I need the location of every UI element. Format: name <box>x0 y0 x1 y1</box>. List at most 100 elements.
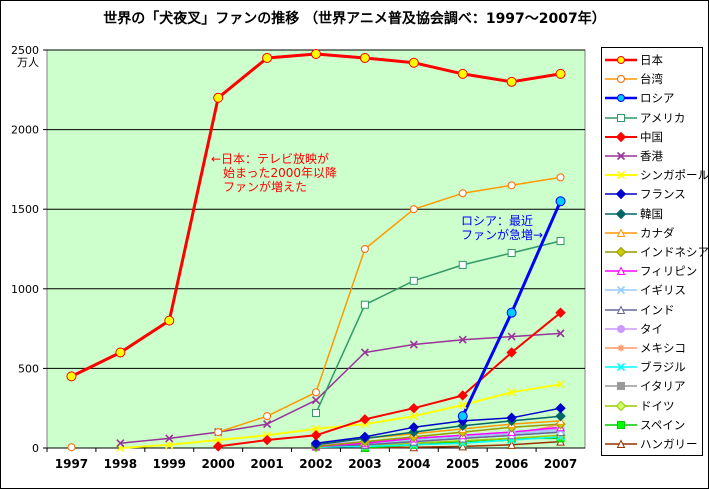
data-point <box>616 266 626 276</box>
data-point <box>116 439 125 448</box>
legend-label: シンガポール <box>640 168 709 183</box>
legend-item: 中国 <box>602 128 702 147</box>
data-point <box>360 300 369 309</box>
data-point <box>165 440 174 449</box>
legend-item: タイ <box>602 320 702 339</box>
data-point <box>507 181 516 190</box>
legend-swatch <box>605 246 637 258</box>
data-point <box>458 400 467 410</box>
data-point <box>506 76 517 87</box>
series-line <box>218 311 562 448</box>
data-point <box>457 411 468 422</box>
series-line <box>217 176 561 433</box>
data-point <box>360 348 369 357</box>
data-point <box>507 332 516 341</box>
data-point <box>311 396 321 405</box>
data-point <box>261 434 273 446</box>
legend-swatch <box>605 208 637 219</box>
legend-item: インド <box>602 301 702 320</box>
data-point <box>615 246 627 258</box>
data-point <box>617 382 625 391</box>
legend-swatch <box>605 113 637 122</box>
data-point <box>617 420 625 429</box>
series-line <box>315 240 561 414</box>
x-tick-label: 1997 <box>55 457 88 471</box>
data-point <box>555 68 566 79</box>
data-point <box>409 205 418 214</box>
data-point <box>615 189 627 200</box>
data-point <box>615 400 627 411</box>
x-tick-label: 2000 <box>201 457 234 471</box>
legend-label: アメリカ <box>640 110 686 125</box>
series-line <box>120 332 561 444</box>
data-point <box>458 189 467 198</box>
legend-label: フランス <box>640 187 686 202</box>
data-point <box>311 424 321 433</box>
data-point <box>507 440 516 449</box>
legend-swatch <box>605 56 637 64</box>
data-point <box>506 412 517 423</box>
legend-item: ドイツ <box>602 397 702 416</box>
data-point <box>312 408 320 417</box>
legend-label: ロシア <box>640 91 675 106</box>
legend-item: 香港 <box>602 147 702 166</box>
legend-label: メキシコ <box>640 341 686 355</box>
legend-item: イギリス <box>602 281 702 300</box>
legend-item: アメリカ <box>602 109 702 128</box>
x-tick-label: 2002 <box>299 457 332 471</box>
legend-swatch <box>605 420 637 429</box>
legend-item: スペイン <box>602 416 702 435</box>
legend-swatch <box>605 286 637 295</box>
y-tick-label: 1000 <box>11 283 39 296</box>
series-line <box>315 423 561 448</box>
data-point <box>555 307 566 318</box>
legend-label: スペイン <box>640 417 686 432</box>
legend-label: フィリピン <box>640 264 698 279</box>
data-point <box>214 428 223 437</box>
data-point <box>359 414 371 425</box>
data-point <box>263 412 272 421</box>
data-point <box>359 431 371 443</box>
data-point <box>164 315 175 326</box>
data-point <box>555 196 566 207</box>
legend-item: フィリピン <box>602 262 702 281</box>
data-point <box>409 276 418 285</box>
annotation-japan: ←日本：テレビ放映が 始まった2000年以降 ファンが増えた <box>211 152 338 194</box>
legend-item: 韓国 <box>602 205 702 224</box>
data-point <box>67 443 76 452</box>
x-tick-label: 1999 <box>153 457 186 471</box>
data-point <box>213 92 224 103</box>
legend-swatch <box>605 228 637 237</box>
data-point <box>556 380 565 389</box>
legend-label: インド <box>640 302 675 317</box>
data-point <box>409 412 418 421</box>
chart-title: 世界の「犬夜叉」ファンの推移 （世界アニメ普及協会調べ：1997～2007年） <box>103 11 606 27</box>
legend-item: インドネシア <box>602 243 709 262</box>
legend-item: シンガポール <box>602 166 709 185</box>
legend-item: 日本 <box>602 51 702 70</box>
data-point <box>408 57 419 68</box>
legend-label: ドイツ <box>640 398 675 413</box>
data-point <box>457 68 468 79</box>
data-point <box>312 388 320 397</box>
x-tick-label: 2004 <box>397 457 430 471</box>
series-line <box>315 415 561 446</box>
data-point <box>214 435 223 445</box>
series-line <box>315 431 561 448</box>
data-point <box>616 171 626 180</box>
legend-swatch <box>605 400 637 411</box>
data-point <box>359 52 370 63</box>
data-point <box>556 173 565 182</box>
data-point <box>310 430 322 441</box>
data-point <box>556 237 565 246</box>
x-tick-label: 2003 <box>348 457 381 471</box>
data-point <box>507 248 516 257</box>
legend-label: カナダ <box>640 225 675 240</box>
data-point <box>555 402 566 414</box>
legend-label: 韓国 <box>640 206 663 221</box>
legend-item: メキシコ <box>602 339 702 358</box>
legend-item: ブラジル <box>602 358 702 377</box>
legend-swatch <box>605 151 637 161</box>
legend-swatch <box>605 324 637 333</box>
